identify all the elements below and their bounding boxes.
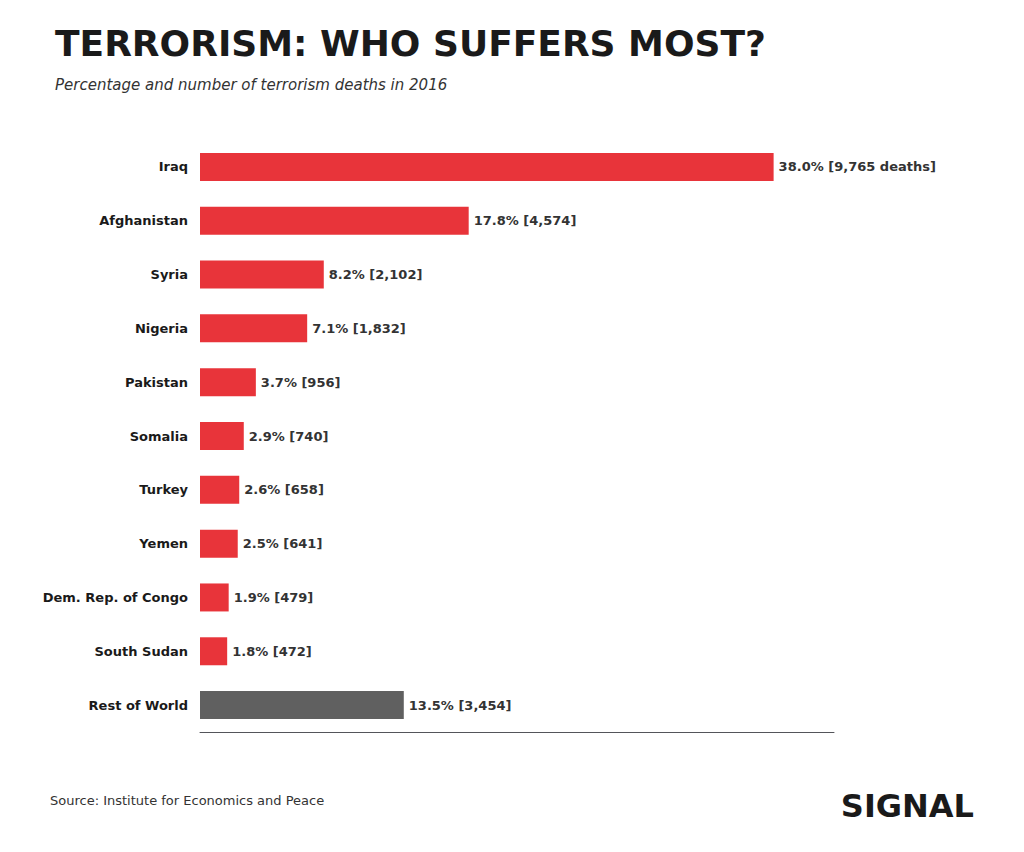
svg-text:SIGNAL: SIGNAL bbox=[841, 787, 974, 825]
svg-text:Iraq: Iraq bbox=[159, 159, 188, 174]
svg-text:Somalia: Somalia bbox=[130, 429, 188, 444]
svg-text:South Sudan: South Sudan bbox=[95, 644, 189, 659]
svg-text:Afghanistan: Afghanistan bbox=[99, 213, 188, 228]
svg-text:1.9% [479]: 1.9% [479] bbox=[234, 590, 314, 605]
svg-text:Dem. Rep. of Congo: Dem. Rep. of Congo bbox=[43, 590, 188, 605]
svg-text:8.2% [2,102]: 8.2% [2,102] bbox=[329, 267, 423, 282]
svg-text:Yemen: Yemen bbox=[138, 536, 188, 551]
svg-text:Nigeria: Nigeria bbox=[135, 321, 188, 336]
svg-text:13.5% [3,454]: 13.5% [3,454] bbox=[409, 698, 512, 713]
svg-text:17.8% [4,574]: 17.8% [4,574] bbox=[474, 213, 577, 228]
svg-text:38.0% [9,765 deaths]: 38.0% [9,765 deaths] bbox=[779, 159, 936, 174]
svg-text:Turkey: Turkey bbox=[139, 482, 188, 497]
svg-text:7.1% [1,832]: 7.1% [1,832] bbox=[312, 321, 406, 336]
svg-text:1.8% [472]: 1.8% [472] bbox=[232, 644, 312, 659]
svg-text:2.6% [658]: 2.6% [658] bbox=[244, 482, 324, 497]
svg-text:3.7% [956]: 3.7% [956] bbox=[261, 375, 341, 390]
svg-text:Percentage and number of terro: Percentage and number of terrorism death… bbox=[55, 76, 447, 94]
svg-text:Pakistan: Pakistan bbox=[125, 375, 188, 390]
svg-text:Source: Institute for Economic: Source: Institute for Economics and Peac… bbox=[50, 793, 324, 808]
svg-text:Rest of World: Rest of World bbox=[89, 698, 188, 713]
svg-text:2.9% [740]: 2.9% [740] bbox=[249, 429, 329, 444]
svg-text:2.5% [641]: 2.5% [641] bbox=[243, 536, 323, 551]
svg-text:Syria: Syria bbox=[151, 267, 188, 282]
svg-text:TERRORISM: WHO SUFFERS MOST?: TERRORISM: WHO SUFFERS MOST? bbox=[55, 23, 766, 64]
